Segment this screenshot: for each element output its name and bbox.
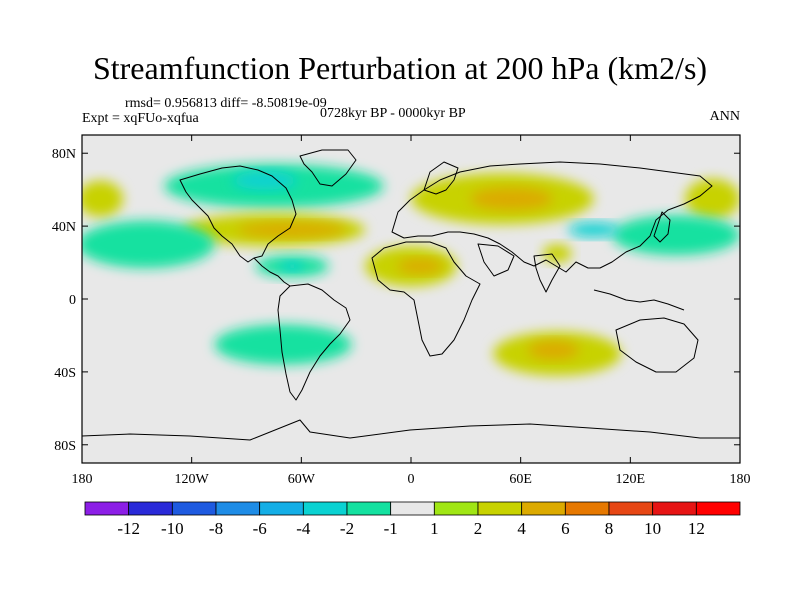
colorbar-swatch <box>390 501 435 516</box>
coastline-japan <box>653 211 671 243</box>
anomaly-north-pacific-low <box>82 220 215 269</box>
colorbar-label: -10 <box>161 519 184 538</box>
season-label: ANN <box>709 109 740 124</box>
x-tick-label: 120W <box>175 472 210 487</box>
coastlines <box>82 149 740 441</box>
coastline-africa <box>371 241 481 357</box>
colorbar-label: 2 <box>474 519 483 538</box>
colorbar-label: 6 <box>561 519 570 538</box>
x-tick-label: 180 <box>730 472 751 487</box>
colorbar-swatch <box>652 501 697 516</box>
anomaly-north-pacific-east-high <box>82 180 124 217</box>
coastline-south-america <box>277 283 351 401</box>
anomaly-north-america-atlantic-high-core <box>237 222 348 238</box>
colorbar-label: -12 <box>117 519 140 538</box>
colorbar-swatch <box>608 501 654 516</box>
colorbar-swatch <box>128 501 173 516</box>
colorbar-label: 10 <box>644 519 661 538</box>
colorbar-swatch <box>259 501 304 516</box>
y-tick-label: 0 <box>69 293 76 308</box>
coastline-antarctica <box>82 419 740 441</box>
colorbar-swatch <box>433 501 479 516</box>
rmsd-stats-label: rmsd= 0.956813 diff= -8.50819e-09 <box>125 96 327 111</box>
coastline-australia <box>615 317 699 373</box>
colorbar-label: -2 <box>340 519 354 538</box>
colorbar-swatch <box>84 501 130 516</box>
colorbar: -12 -10 -8 -6 -4 -2 -1 1 2 4 6 8 10 12 <box>84 501 741 538</box>
colorbar-label: -6 <box>253 519 267 538</box>
anomaly-south-atlantic-low <box>214 324 352 365</box>
anomaly-west-pacific-low <box>612 215 740 256</box>
colorbar-label: 1 <box>430 519 439 538</box>
colorbar-label: -1 <box>384 519 398 538</box>
anomaly-china-low-core <box>568 222 620 238</box>
coastline-central-america <box>253 257 291 287</box>
map-axes: 180 120W 60W 0 60E 120E 180 80N 40N 0 40S 80S <box>52 135 751 487</box>
x-tick-label: 180 <box>72 472 93 487</box>
anomaly-fields <box>82 164 740 376</box>
anomaly-arabia-high <box>542 244 572 263</box>
colorbar-swatch <box>302 501 348 516</box>
y-tick-label: 40S <box>54 366 76 381</box>
x-tick-label: 0 <box>408 472 415 487</box>
coastline-eurasia <box>391 161 713 273</box>
colorbar-label: 12 <box>688 519 705 538</box>
anomaly-east-asia-pacific-high <box>685 178 740 219</box>
anomaly-caribbean-low-core <box>281 261 304 271</box>
y-tick-label: 40N <box>52 220 76 235</box>
anomaly-south-indian-high-core <box>527 340 580 360</box>
colorbar-swatch <box>346 501 392 516</box>
chart-title: Streamfunction Perturbation at 200 hPa (… <box>92 50 708 86</box>
coastline-scandinavia <box>423 161 459 195</box>
anomaly-hudson-bay-low-core <box>232 171 297 190</box>
coastline-greenland <box>299 149 357 187</box>
colorbar-swatch <box>215 501 261 516</box>
experiment-label: Expt = xqFUo-xqfua <box>82 111 199 126</box>
coastline-india <box>533 253 561 293</box>
anomaly-eurasia-high-core <box>470 187 553 210</box>
anomaly-west-africa-high-core <box>397 258 443 274</box>
colorbar-swatch <box>564 501 610 516</box>
y-tick-label: 80N <box>52 147 76 162</box>
colorbar-swatch <box>171 501 217 516</box>
colorbar-label: 8 <box>605 519 614 538</box>
x-tick-label: 120E <box>616 472 646 487</box>
colorbar-swatch <box>477 501 523 516</box>
y-tick-label: 80S <box>54 439 76 454</box>
colorbar-label: -8 <box>209 519 223 538</box>
coastline-arabia <box>477 243 515 277</box>
x-tick-label: 60E <box>509 472 532 487</box>
coastline-north-america <box>179 165 297 263</box>
colorbar-swatch <box>521 501 566 516</box>
colorbar-label: 4 <box>517 519 526 538</box>
colorbar-label: -4 <box>296 519 311 538</box>
period-label: 0728kyr BP - 0000kyr BP <box>320 106 466 121</box>
x-tick-label: 60W <box>288 472 316 487</box>
colorbar-swatch <box>695 501 741 516</box>
coastline-indonesia <box>593 289 685 311</box>
